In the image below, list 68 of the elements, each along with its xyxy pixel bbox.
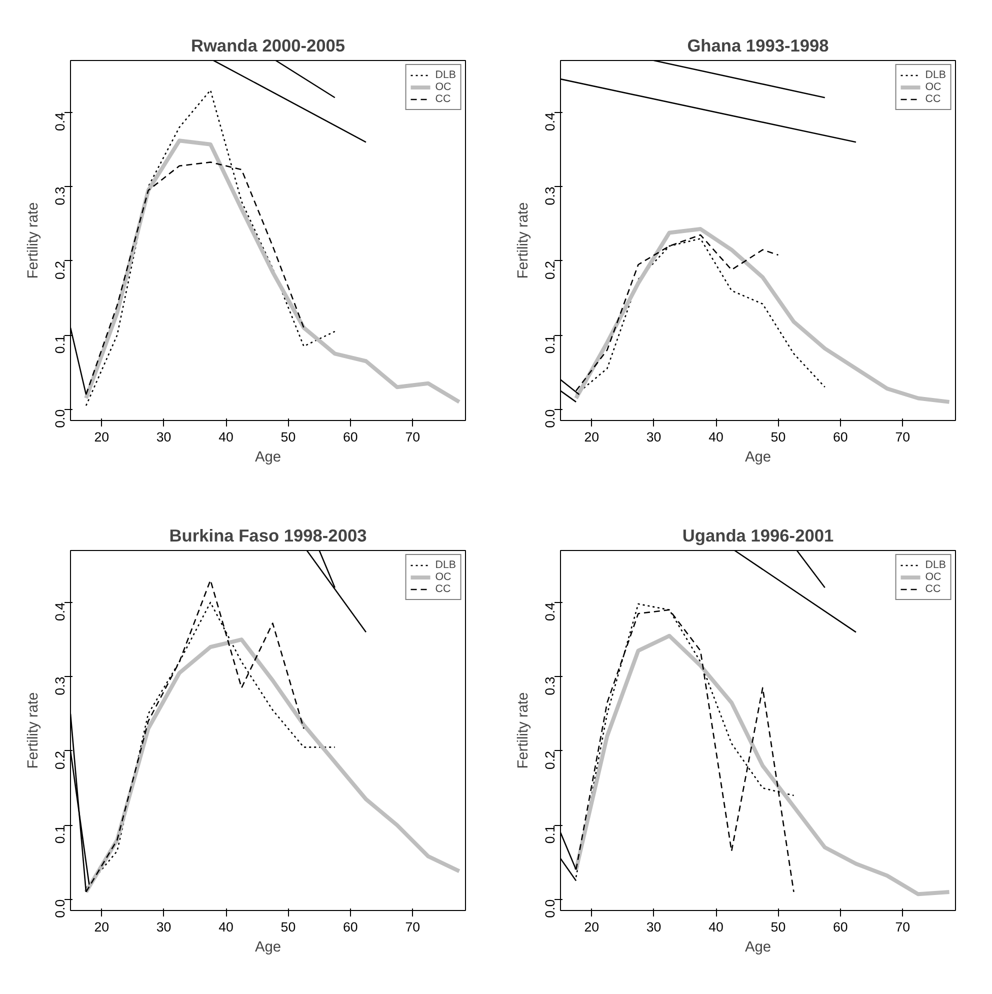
chart-title: Rwanda 2000-2005 <box>190 36 346 56</box>
y-tick-label: 0.0 <box>542 899 558 918</box>
chart-title: Burkina Faso 1998-2003 <box>169 526 368 546</box>
y-tick-label: 0.3 <box>52 186 68 206</box>
y-tick-label: 0.4 <box>542 602 558 621</box>
y-axis-title: Fertility rate <box>516 692 532 769</box>
y-tick-label: 0.2 <box>542 750 558 770</box>
x-tick-label: 50 <box>280 430 296 444</box>
y-tick-label: 0.4 <box>52 112 68 131</box>
x-tick-label: 70 <box>895 430 910 444</box>
x-tick-label: 60 <box>343 920 358 934</box>
x-axis-title: Age <box>254 940 282 956</box>
y-tick-label: 0.3 <box>52 676 68 696</box>
x-tick-label: 50 <box>280 920 296 934</box>
x-tick-label: 60 <box>833 920 848 934</box>
x-tick-label: 70 <box>405 920 420 934</box>
chart-title: Uganda 1996-2001 <box>682 526 834 546</box>
x-tick-label: 60 <box>833 430 848 444</box>
x-tick-label: 30 <box>646 920 662 934</box>
y-axis-title: Fertility rate <box>26 202 42 279</box>
y-tick-label: 0.0 <box>52 899 68 918</box>
x-tick-label: 40 <box>218 430 234 444</box>
x-tick-label: 30 <box>156 920 172 934</box>
y-tick-label: 0.2 <box>52 260 68 280</box>
legend-label: OC <box>925 81 942 93</box>
x-tick-label: 50 <box>770 430 786 444</box>
legend-label: OC <box>435 81 452 93</box>
legend-label: OC <box>925 571 942 583</box>
y-tick-label: 0.3 <box>542 676 558 696</box>
x-tick-label: 50 <box>770 920 786 934</box>
legend-label: DLB <box>925 69 946 81</box>
y-tick-label: 0.3 <box>542 186 558 206</box>
y-tick-label: 0.4 <box>542 112 558 131</box>
y-axis-title: Fertility rate <box>26 692 42 769</box>
y-tick-label: 0.1 <box>52 825 68 844</box>
y-tick-label: 0.2 <box>542 260 558 280</box>
x-tick-label: 40 <box>218 920 234 934</box>
y-tick-label: 0.2 <box>52 750 68 770</box>
x-tick-label: 60 <box>343 430 358 444</box>
chart-title: Ghana 1993-1998 <box>687 36 830 56</box>
y-axis-title: Fertility rate <box>516 202 532 279</box>
x-tick-label: 20 <box>584 430 600 444</box>
x-tick-label: 40 <box>708 920 724 934</box>
y-tick-label: 0.1 <box>542 825 558 844</box>
legend-label: DLB <box>435 69 456 81</box>
legend-label: CC <box>435 93 452 105</box>
legend-label: CC <box>435 583 452 595</box>
legend-label: DLB <box>435 559 456 571</box>
x-tick-label: 20 <box>584 920 600 934</box>
x-tick-label: 20 <box>94 920 110 934</box>
y-tick-label: 0.0 <box>542 409 558 428</box>
legend-label: OC <box>435 571 452 583</box>
y-tick-label: 0.1 <box>542 335 558 354</box>
legend-label: DLB <box>925 559 946 571</box>
legend-label: CC <box>925 93 942 105</box>
y-tick-label: 0.4 <box>52 602 68 621</box>
y-tick-label: 0.1 <box>52 335 68 354</box>
x-tick-label: 70 <box>895 920 910 934</box>
x-tick-label: 30 <box>646 430 662 444</box>
x-axis-title: Age <box>744 940 772 956</box>
x-tick-label: 70 <box>405 430 420 444</box>
x-tick-label: 40 <box>708 430 724 444</box>
y-tick-label: 0.0 <box>52 409 68 428</box>
x-axis-title: Age <box>744 450 772 466</box>
x-axis-title: Age <box>254 450 282 466</box>
x-tick-label: 20 <box>94 430 110 444</box>
legend-label: CC <box>925 583 942 595</box>
x-tick-label: 30 <box>156 430 172 444</box>
